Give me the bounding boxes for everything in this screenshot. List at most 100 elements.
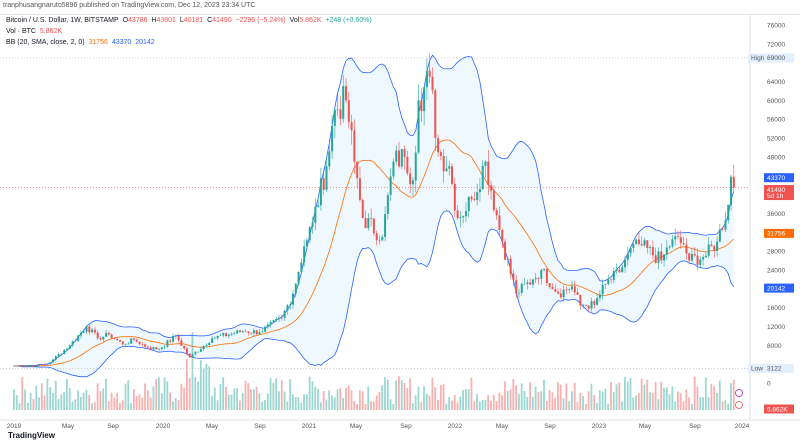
- candle-body: [26, 365, 29, 367]
- volume-bar: [264, 400, 266, 410]
- volume-bar: [565, 383, 568, 410]
- candle-body: [269, 321, 272, 325]
- volume-bar: [205, 363, 208, 410]
- candle-body: [523, 283, 526, 285]
- candle-body: [573, 286, 576, 293]
- volume-bar: [347, 385, 350, 410]
- candle-body: [545, 268, 548, 284]
- volume-bar: [216, 400, 219, 410]
- volume-tag: 5.862K: [767, 406, 788, 413]
- candle-body: [601, 284, 604, 295]
- candle-body: [640, 244, 643, 246]
- candle-body: [314, 206, 317, 223]
- tradingview-logo[interactable]: TradingView: [8, 431, 55, 440]
- volume-bar: [303, 394, 305, 410]
- volume-bar: [562, 398, 565, 410]
- volume-bar: [146, 390, 149, 410]
- low-value: 3122: [767, 366, 782, 373]
- volume-bar: [423, 386, 425, 410]
- price-chart[interactable]: 76000 72000 64000 60000 56000 52000 48000 36000…: [0, 0, 800, 432]
- high-label-bg: [748, 53, 765, 63]
- volume-bar: [392, 403, 395, 410]
- volume-bar: [451, 400, 453, 410]
- price-tick: 76000: [767, 22, 785, 29]
- volume-bar: [96, 383, 99, 410]
- bb-lower-line: [13, 210, 735, 378]
- volume-bar: [49, 387, 52, 410]
- volume-bar: [244, 380, 247, 410]
- volume-bar: [626, 381, 629, 410]
- bb-basis-tag-bg: [764, 228, 794, 238]
- candle-body: [677, 236, 680, 238]
- candle-body: [372, 218, 375, 234]
- candle-body: [668, 246, 671, 248]
- volume-bar: [283, 391, 286, 410]
- time-tick: May: [350, 423, 363, 430]
- chart-frame[interactable]: [0, 14, 800, 421]
- bb-lower-tag-bg: [764, 283, 794, 293]
- volume-bar: [702, 397, 704, 410]
- high-value: 43801: [156, 17, 176, 24]
- price-tick: 24000: [767, 267, 785, 274]
- candle-body: [403, 149, 406, 157]
- volume-bar: [300, 402, 303, 410]
- volume-bar: [498, 392, 501, 410]
- volume-bar: [646, 379, 649, 410]
- volume-bar: [704, 377, 707, 410]
- candle-body: [91, 329, 94, 333]
- volume-bar: [370, 401, 372, 410]
- symbol-name: Bitcoin / U.S. Dollar, 1W, BITSTAMP: [6, 17, 119, 24]
- symbol-legend: Bitcoin / U.S. Dollar, 1W, BITSTAMP O437…: [6, 17, 372, 24]
- candle-body: [451, 166, 454, 184]
- price-tick: 28000: [767, 249, 785, 256]
- volume-bar: [199, 360, 202, 410]
- candle-body: [317, 205, 320, 207]
- candle-body: [350, 122, 353, 131]
- candle-body: [149, 347, 152, 350]
- candle-body: [347, 100, 350, 123]
- candle-body: [222, 333, 225, 336]
- volume-bar: [713, 386, 716, 410]
- volume-bar: [331, 395, 333, 410]
- candle-body: [219, 335, 222, 337]
- candle-body: [49, 362, 52, 365]
- candle-body: [704, 255, 707, 258]
- candle-body: [275, 318, 278, 321]
- candle-body: [236, 330, 239, 334]
- volume-bar: [568, 401, 571, 410]
- candle-body: [679, 237, 682, 244]
- volume-bar: [250, 389, 252, 410]
- candle-body: [331, 125, 334, 152]
- volume-bar: [378, 391, 381, 410]
- price-tick: 36000: [767, 211, 785, 218]
- candle-body: [244, 331, 247, 332]
- volume-bar: [434, 387, 437, 410]
- candle-body: [665, 247, 668, 255]
- candle-body: [311, 222, 314, 228]
- candle-body: [13, 366, 15, 367]
- volume-bar: [657, 399, 660, 410]
- volume-bar: [663, 387, 665, 410]
- volume-bar: [149, 397, 152, 410]
- candle-body: [144, 344, 147, 347]
- change-value: −2296 (−5.24%): [235, 17, 286, 24]
- volume-bar: [688, 397, 690, 410]
- volume-bar: [464, 389, 467, 410]
- volume-bar: [732, 379, 735, 410]
- candle-body: [590, 301, 593, 309]
- low-value: 40181: [183, 17, 204, 24]
- volume-bar: [169, 392, 172, 410]
- volume-bar: [185, 358, 188, 410]
- volume-bar: [721, 401, 724, 410]
- price-tick: 72000: [767, 41, 785, 48]
- volume-bar: [540, 391, 543, 410]
- candle-body: [690, 254, 693, 261]
- candle-body: [439, 152, 442, 156]
- volume-bar: [381, 385, 384, 410]
- volume-bar: [35, 385, 38, 410]
- volume-bar: [548, 390, 551, 410]
- volume-bar: [191, 332, 194, 410]
- candle-body: [562, 289, 565, 298]
- candle-body: [696, 255, 699, 265]
- time-tick: Sep: [544, 423, 556, 430]
